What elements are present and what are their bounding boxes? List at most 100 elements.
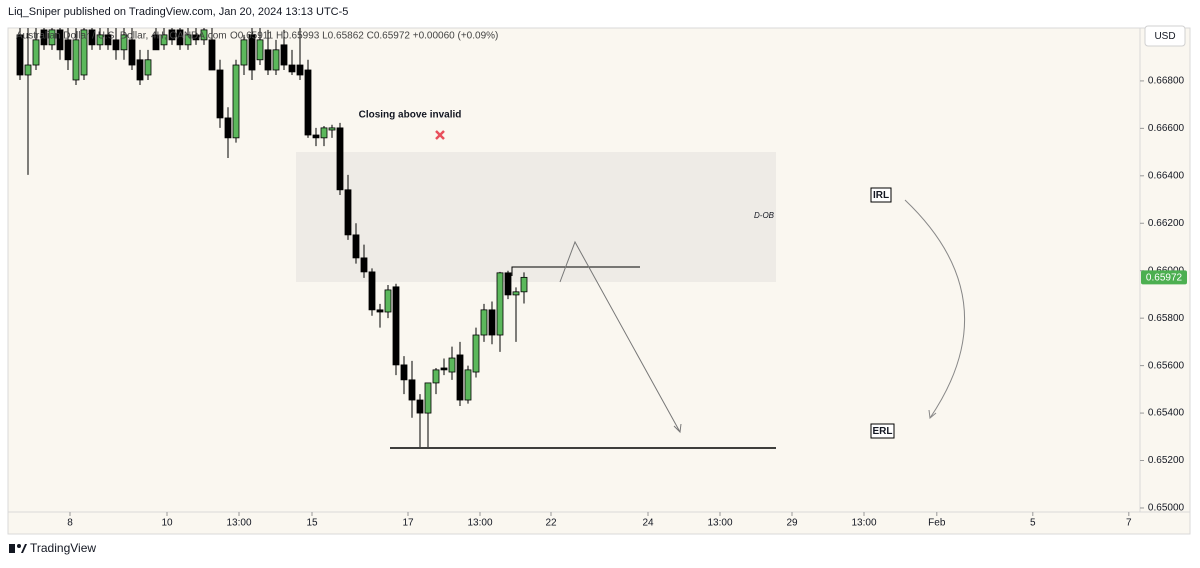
x-tick-label: 29: [786, 518, 798, 529]
candle-body: [272, 49, 280, 71]
candle-body: [496, 272, 504, 336]
x-tick-label: 10: [161, 518, 173, 529]
candle-body: [344, 189, 352, 236]
candle-body: [480, 309, 488, 336]
label-box: [870, 187, 892, 203]
y-tick-label: 0.65800: [1148, 313, 1185, 324]
candle-body: [488, 309, 496, 336]
last-price-label: 0.65972: [1146, 272, 1183, 283]
x-tick-label: 13:00: [467, 518, 492, 529]
x-tick-label: 7: [1126, 518, 1132, 529]
x-tick-label: 22: [545, 518, 557, 529]
annotation: IRL: [873, 190, 889, 201]
candle-body: [80, 29, 88, 76]
x-tick-label: 5: [1030, 518, 1036, 529]
candle-body: [184, 34, 192, 46]
candle-body: [240, 39, 248, 66]
annotation: ERL: [873, 426, 893, 437]
candle-body: [208, 39, 216, 71]
candle-body: [416, 399, 424, 414]
candle-body: [328, 127, 336, 131]
order-block-zone: [296, 152, 776, 282]
candle-body: [432, 369, 440, 384]
brand: TradingView: [30, 541, 96, 555]
candle-body: [24, 64, 32, 76]
candle-body: [120, 34, 128, 51]
y-tick-label: 0.65200: [1148, 455, 1185, 466]
candle-body: [456, 354, 464, 401]
header: Liq_Sniper published on TradingView.com,…: [8, 6, 348, 18]
candle-body: [392, 286, 400, 366]
candle-body: [136, 59, 144, 81]
candle-body: [384, 289, 392, 313]
y-tick-label: 0.65600: [1148, 360, 1185, 371]
y-tick-label: 0.65400: [1148, 408, 1185, 419]
candle-body: [56, 29, 64, 51]
candle-body: [224, 117, 232, 139]
candle-body: [280, 44, 288, 66]
ohlc: O0.65911 H0.65993 L0.65862 C0.65972 +0.0…: [230, 31, 498, 42]
y-tick-label: 0.66200: [1148, 218, 1185, 229]
candle-body: [104, 34, 112, 46]
candle-body: [248, 34, 256, 71]
candle-body: [304, 69, 312, 136]
last-price-tag: [1141, 270, 1187, 285]
invalid-marker: [435, 130, 445, 140]
logo-part: [17, 544, 21, 548]
x-tick-label: 17: [402, 518, 414, 529]
y-tick-label: 0.65000: [1148, 503, 1185, 514]
candle-body: [192, 34, 200, 41]
candle-body: [336, 127, 344, 191]
candle-body: [72, 39, 80, 81]
candle-body: [32, 39, 40, 66]
candles: [16, 28, 528, 447]
candle-body: [408, 379, 416, 401]
label-box: [870, 423, 895, 439]
candle-body: [232, 64, 240, 139]
projection-path: [559, 240, 681, 433]
candle-body: [504, 272, 512, 296]
candle-body: [368, 271, 376, 311]
candle-body: [320, 127, 328, 139]
x-tick-label: 13:00: [226, 518, 251, 529]
brand-logo: [9, 544, 27, 553]
candle-body: [520, 276, 528, 293]
currency[interactable]: USD: [1154, 31, 1175, 42]
candle-body: [144, 59, 152, 76]
candle-body: [400, 364, 408, 381]
annotation: Closing above invalid: [359, 110, 462, 121]
logo-part: [21, 544, 27, 553]
drawings: Closing above invalid D-OB IRL ERL: [359, 110, 966, 449]
candle-body: [128, 39, 136, 66]
plot-area: [16, 28, 776, 447]
candle-body: [360, 257, 368, 273]
candle-body: [352, 234, 360, 259]
annotation: D-OB: [754, 211, 775, 220]
x-tick-label: Feb: [928, 518, 946, 529]
projection-arrowhead: [673, 423, 682, 434]
x-tick-label: 13:00: [851, 518, 876, 529]
candle-body: [88, 29, 96, 46]
x-tick-label: 8: [67, 518, 73, 529]
candle-body: [312, 134, 320, 139]
candle-body: [256, 39, 264, 61]
candle-body: [112, 39, 120, 51]
candle-body: [16, 34, 24, 76]
candle-body: [176, 29, 184, 46]
candle-body: [48, 29, 56, 46]
currency-button[interactable]: [1144, 25, 1186, 47]
y-tick-label: 0.66800: [1148, 76, 1185, 87]
candle-body: [152, 34, 160, 51]
candle-body: [216, 69, 224, 119]
candle-body: [96, 34, 104, 46]
y-tick-label: 0.66600: [1148, 123, 1185, 134]
curved-arrow: [904, 199, 966, 419]
candle-body: [200, 29, 208, 41]
curved-arrowhead: [928, 409, 937, 419]
candle-body: [448, 357, 456, 373]
candle-body: [464, 369, 472, 401]
high-line: [511, 266, 640, 276]
x-mark: [435, 130, 445, 140]
